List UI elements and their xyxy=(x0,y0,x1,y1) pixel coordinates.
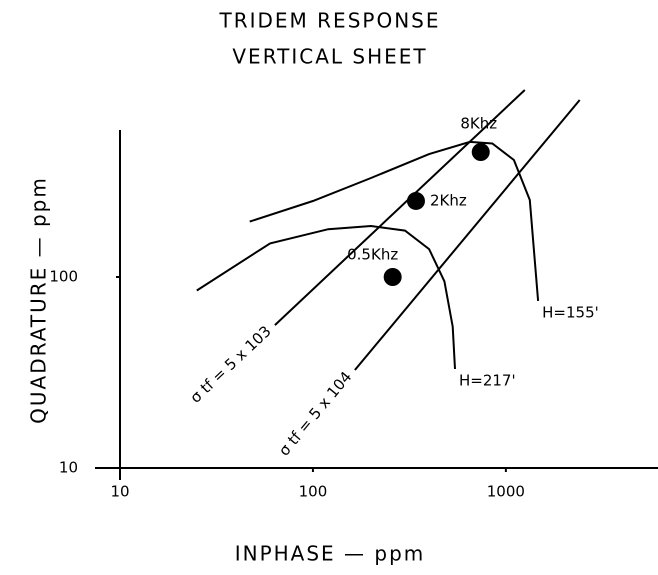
curve-label: H=217' xyxy=(459,371,516,389)
chart-subtitle: VERTICAL SHEET xyxy=(232,45,427,69)
point xyxy=(471,143,490,162)
point xyxy=(383,268,402,286)
guide-line xyxy=(354,99,581,371)
x-tick-label: 1000 xyxy=(487,483,525,501)
guide-line xyxy=(274,89,526,326)
y-tick-label: 10 xyxy=(59,459,78,477)
point xyxy=(406,191,425,210)
x-tick-label: 100 xyxy=(299,483,328,501)
x-tick-label: 10 xyxy=(110,483,129,501)
point-label: 2Khz xyxy=(430,191,467,209)
x-axis-label: INPHASE — ppm xyxy=(235,542,426,566)
curve-label: H=155' xyxy=(542,303,599,321)
y-tick-label: 100 xyxy=(49,268,78,286)
curve xyxy=(196,224,456,370)
point-label: 8Khz xyxy=(460,115,497,133)
y-axis-label: QUADRATURE — ppm xyxy=(27,176,51,424)
chart-title: TRIDEM RESPONSE xyxy=(219,9,441,33)
guide-label: σ tf = 5 x 104 xyxy=(275,368,355,460)
point-label: 0.5Khz xyxy=(347,246,398,264)
guide-label: σ tf = 5 x 103 xyxy=(187,322,275,406)
